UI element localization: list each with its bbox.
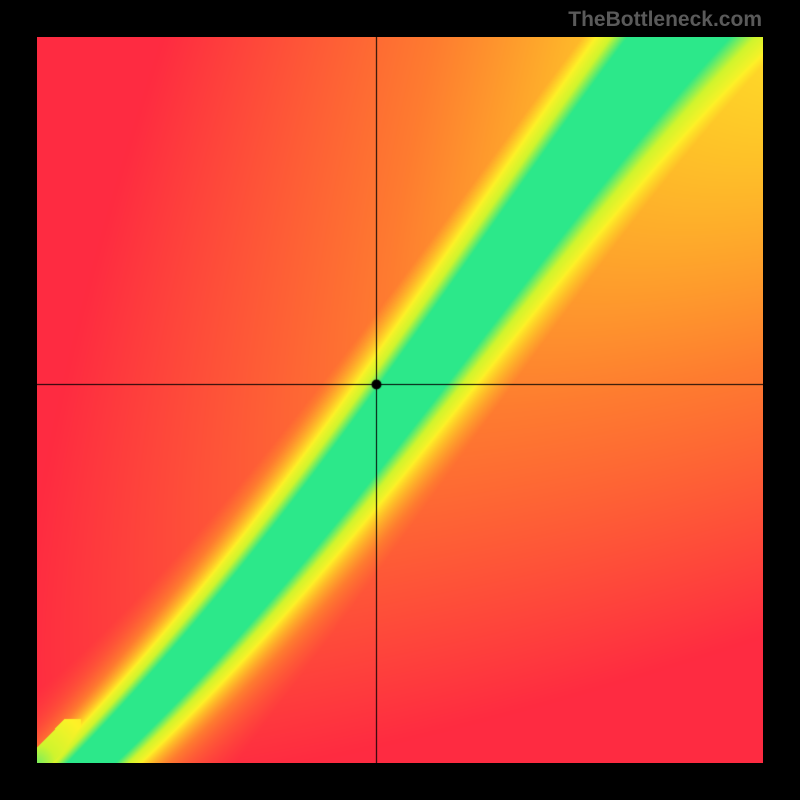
watermark-text: TheBottleneck.com xyxy=(568,8,762,32)
bottleneck-heatmap xyxy=(37,37,763,763)
